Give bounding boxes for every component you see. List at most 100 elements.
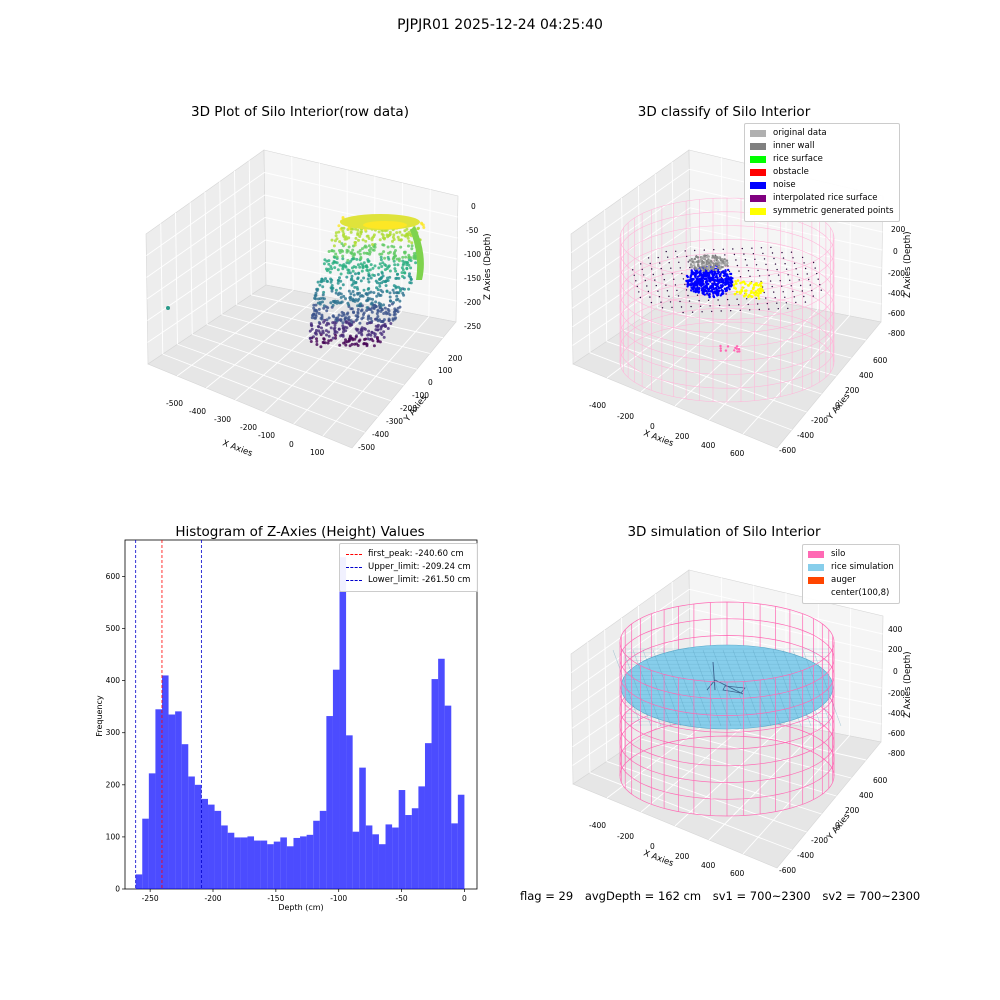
raw-point — [350, 307, 354, 311]
z-tick: 200 — [891, 225, 906, 234]
raw-point — [393, 254, 397, 258]
raw-point — [344, 338, 347, 342]
raw-point — [367, 291, 371, 295]
symmetric-point — [746, 284, 750, 287]
raw-point — [395, 294, 399, 298]
noise-point — [693, 281, 696, 284]
mesh-line — [672, 649, 702, 727]
x-tick-label: -100 — [330, 894, 347, 903]
symmetric-point — [733, 292, 737, 296]
y-tick-label: 100 — [106, 832, 121, 841]
noise-point — [725, 288, 728, 291]
wall-point — [700, 256, 703, 260]
wall-point — [696, 255, 699, 259]
symmetric-point — [739, 281, 742, 285]
interpolated-point — [792, 290, 794, 293]
raw-point — [335, 255, 339, 259]
raw-point — [324, 305, 328, 309]
y-tick-label: 400 — [106, 676, 121, 685]
wall-point — [716, 264, 719, 267]
interpolated-point — [676, 256, 678, 258]
interpolated-point — [726, 298, 729, 301]
interpolated-point — [774, 263, 777, 265]
symmetric-point — [752, 286, 756, 289]
raw-point — [380, 308, 384, 312]
histogram-bar — [378, 844, 386, 889]
interpolated-point — [774, 297, 776, 299]
x-tick: 400 — [701, 441, 716, 450]
y-tick: 600 — [873, 356, 888, 365]
noise-point — [708, 271, 711, 274]
interpolated-point — [785, 302, 787, 304]
wall-point — [717, 256, 721, 259]
interpolated-point — [752, 253, 755, 255]
raw-point — [355, 257, 359, 261]
raw-point — [388, 295, 392, 299]
interpolated-point — [800, 284, 802, 287]
raw-point — [356, 250, 360, 254]
x-tick: -400 — [589, 821, 606, 830]
legend-item: auger — [808, 574, 894, 587]
raw-point — [388, 232, 392, 236]
histogram-title: Histogram of Z-Axies (Height) Values — [175, 524, 425, 540]
grid-line — [428, 189, 431, 317]
classify-interpolated-surface — [632, 246, 822, 314]
interpolated-point — [747, 270, 750, 272]
raw-point — [367, 280, 371, 284]
raw-point — [363, 244, 367, 248]
noise-point — [705, 292, 709, 295]
raw-point — [332, 249, 336, 253]
raw-point — [356, 315, 360, 319]
raw-point — [341, 321, 345, 325]
noise-point — [690, 273, 693, 276]
raw-point — [375, 337, 379, 341]
raw-point — [369, 276, 373, 280]
raw-point — [376, 319, 380, 323]
raw-point — [313, 316, 317, 320]
legend-item: silo — [808, 548, 894, 561]
histogram-bar — [365, 825, 373, 889]
raw-point — [410, 244, 414, 248]
raw-point — [376, 308, 380, 312]
raw-point — [395, 291, 399, 295]
raw-point — [356, 277, 360, 281]
interpolated-point — [680, 306, 683, 308]
symmetric-point — [755, 291, 759, 295]
interpolated-point — [718, 304, 721, 307]
histogram-bar — [175, 711, 182, 889]
interpolated-point — [659, 262, 661, 264]
histogram-bar — [201, 798, 208, 889]
wall-point — [704, 266, 707, 269]
raw-point — [401, 259, 405, 263]
raw-point — [336, 316, 340, 320]
raw-point — [388, 269, 392, 273]
raw-point — [344, 343, 348, 347]
raw-point — [338, 286, 342, 290]
raw-point — [340, 242, 344, 246]
interpolated-point — [766, 269, 769, 271]
raw-point — [322, 320, 326, 324]
legend-item: noise — [750, 179, 894, 192]
interpolated-point — [762, 252, 764, 255]
y-tick-label: 0 — [115, 885, 120, 894]
raw-point — [334, 231, 338, 235]
interpolated-point — [798, 279, 800, 281]
interpolated-point — [662, 273, 664, 275]
wall-point — [725, 259, 729, 262]
raw-point — [369, 263, 373, 267]
raw-point — [366, 298, 370, 302]
interpolated-point — [809, 284, 811, 286]
raw-point — [378, 238, 382, 242]
grid-line — [708, 729, 818, 841]
legend-swatch — [750, 156, 766, 163]
raw-point — [365, 306, 369, 310]
raw-point — [410, 247, 414, 251]
histogram-bar — [411, 808, 419, 889]
raw-point — [374, 279, 378, 283]
histogram-bar — [214, 810, 222, 889]
raw-point — [398, 299, 402, 303]
raw-point — [352, 279, 356, 283]
interpolated-point — [743, 253, 745, 255]
raw-point — [350, 252, 354, 256]
noise-point — [694, 288, 697, 291]
